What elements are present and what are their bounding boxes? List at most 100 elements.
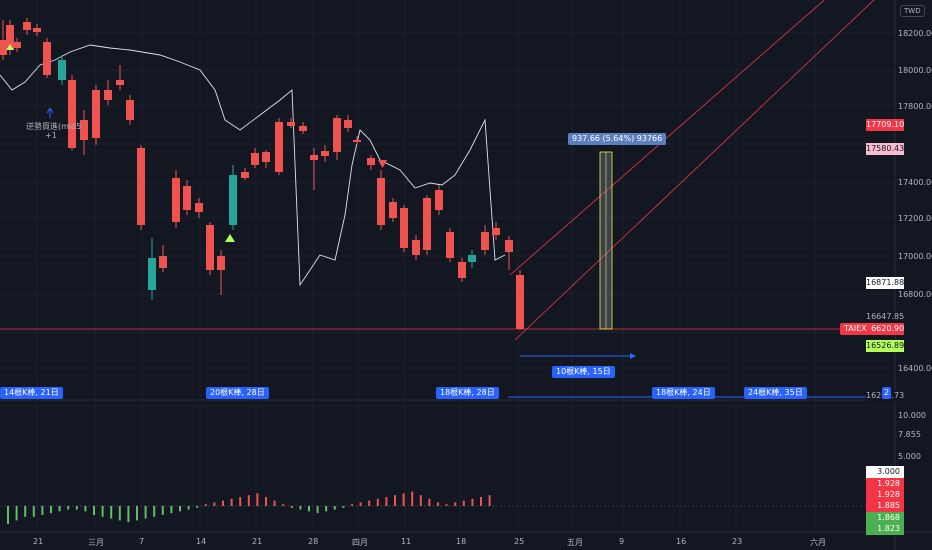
- candle-body: [481, 232, 489, 250]
- time-axis-label: 9: [619, 537, 625, 546]
- candle-body: [389, 202, 397, 218]
- candle-body: [126, 100, 134, 120]
- histogram-bar: [196, 506, 199, 508]
- histogram-bar: [50, 506, 52, 514]
- histogram-bar: [308, 506, 310, 512]
- candle-body: [80, 120, 88, 140]
- time-axis-label: 21: [33, 537, 44, 546]
- candle-body: [287, 122, 295, 126]
- histogram-bar: [419, 495, 422, 506]
- histogram-bar: [136, 506, 138, 521]
- histogram-bar: [428, 498, 431, 506]
- histogram-bar: [290, 506, 293, 508]
- histogram-bar: [75, 506, 78, 510]
- buy-triangle-icon: [6, 44, 14, 50]
- histogram-bar: [316, 506, 319, 514]
- indicator-tag-green: 1.868: [866, 512, 904, 524]
- candle-body: [58, 60, 66, 80]
- candle-body: [275, 122, 283, 172]
- histogram-bar: [58, 506, 61, 512]
- histogram-bar: [359, 502, 362, 506]
- bar-count-label[interactable]: 18根K棒, 24日: [652, 387, 715, 399]
- candle-body: [435, 190, 443, 210]
- bar-count-label[interactable]: 24根K棒, 35日: [744, 387, 807, 399]
- candle-body: [321, 151, 329, 156]
- moving-average-line: [0, 44, 506, 287]
- candle-body: [423, 198, 431, 250]
- histogram-bar: [127, 506, 130, 523]
- bar-count-label[interactable]: 14根K棒, 21日: [0, 387, 63, 399]
- price-axis-label: 16400.00: [898, 364, 932, 373]
- time-axis-label: 16: [676, 537, 687, 546]
- time-axis-label: 18: [456, 537, 467, 546]
- candle-body: [516, 275, 524, 329]
- histogram-bar: [170, 506, 173, 514]
- bar-count-label[interactable]: 2: [882, 387, 892, 399]
- candle-body: [217, 256, 225, 270]
- candle-body: [367, 158, 375, 165]
- histogram-bar: [445, 504, 448, 506]
- candle-body: [229, 175, 237, 225]
- channel-line: [509, 0, 825, 276]
- price-axis-label: 18000.00: [898, 66, 932, 75]
- candle-body: [6, 25, 14, 50]
- indicator-axis-label: 7.855: [898, 430, 921, 439]
- price-tag-green: 16526.89: [866, 340, 905, 352]
- histogram-bar: [437, 502, 439, 506]
- candle-body: [206, 225, 214, 270]
- time-axis-label: 23: [732, 537, 743, 546]
- time-axis-label: 11: [401, 537, 412, 546]
- indicator-axis-label: 5.000: [898, 452, 921, 461]
- candle-body: [333, 118, 341, 152]
- range-arrow-head: [630, 353, 636, 359]
- currency-label[interactable]: TWD: [900, 5, 925, 17]
- candle-body: [468, 255, 476, 262]
- histogram-bar: [256, 493, 259, 506]
- histogram-bar: [93, 506, 95, 515]
- candle-body: [310, 155, 318, 160]
- histogram-bar: [153, 506, 156, 517]
- indicator-tag-red: 1.928: [866, 489, 904, 501]
- candle-body: [251, 153, 259, 165]
- candle-body: [344, 120, 352, 128]
- histogram-bar: [110, 506, 113, 519]
- candle-body: [159, 256, 167, 268]
- bar-count-label[interactable]: 20根K棒, 28日: [206, 387, 269, 399]
- time-axis-label: 28: [308, 537, 319, 546]
- time-axis-label: 25: [514, 537, 525, 546]
- histogram-bar: [144, 506, 147, 519]
- arrow-up-icon: [46, 107, 54, 118]
- histogram-bar: [213, 502, 216, 506]
- histogram-bar: [454, 502, 457, 506]
- histogram-bar: [179, 506, 181, 512]
- measure-label[interactable]: 937.66 (5.64%) 93766: [568, 133, 667, 145]
- candle-body: [13, 42, 21, 48]
- time-axis-label: 7: [139, 537, 145, 546]
- indicator-tag-red: 1.928: [866, 478, 904, 490]
- candle-body: [23, 22, 31, 30]
- candle-body: [43, 42, 51, 75]
- histogram-bar: [204, 504, 207, 506]
- price-axis-label: 17400.00: [898, 178, 932, 187]
- bar-count-label[interactable]: 18根K棒, 28日: [436, 387, 499, 399]
- time-axis-label: 六月: [810, 538, 826, 547]
- signal-annotation-text: 逆勢買進(mid5: [26, 122, 82, 131]
- range-label[interactable]: 10根K棒, 15日: [552, 366, 615, 378]
- histogram-bar: [342, 506, 345, 508]
- time-axis-label: 三月: [88, 538, 104, 547]
- histogram-bar: [385, 497, 388, 506]
- indicator-tag-white: 3.000: [866, 466, 904, 478]
- histogram-bar: [333, 506, 336, 510]
- time-axis-label: 21: [252, 537, 263, 546]
- price-axis-label: 16800.00: [898, 290, 932, 299]
- histogram-bar: [282, 504, 285, 506]
- histogram-bar: [351, 504, 353, 506]
- candle-body: [412, 240, 420, 255]
- histogram-bar: [161, 506, 164, 515]
- price-axis-label: 18200.00: [898, 29, 932, 38]
- histogram-bar: [32, 506, 35, 517]
- signal-annotation-sub: +1: [45, 131, 57, 140]
- histogram-bar: [67, 506, 70, 510]
- price-axis-label: 17000.00: [898, 252, 932, 261]
